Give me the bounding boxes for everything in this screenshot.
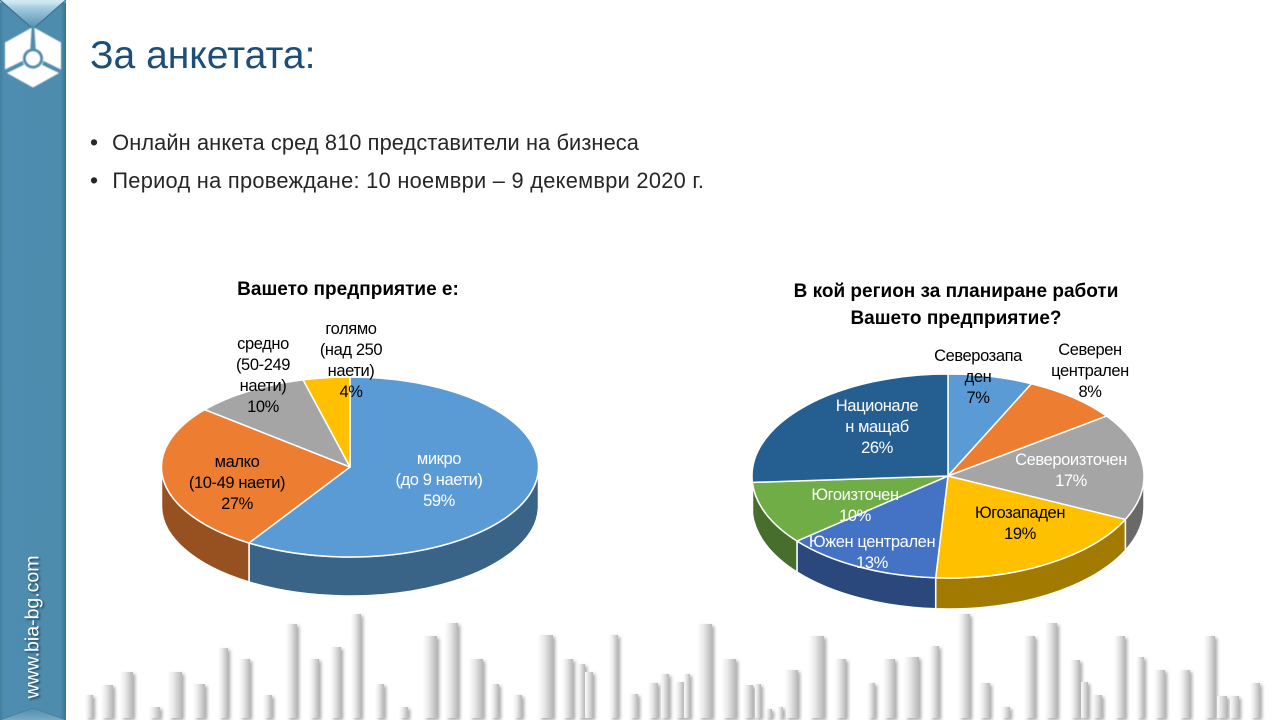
svg-text:www.bia-bg.com: www.bia-bg.com	[22, 555, 44, 699]
